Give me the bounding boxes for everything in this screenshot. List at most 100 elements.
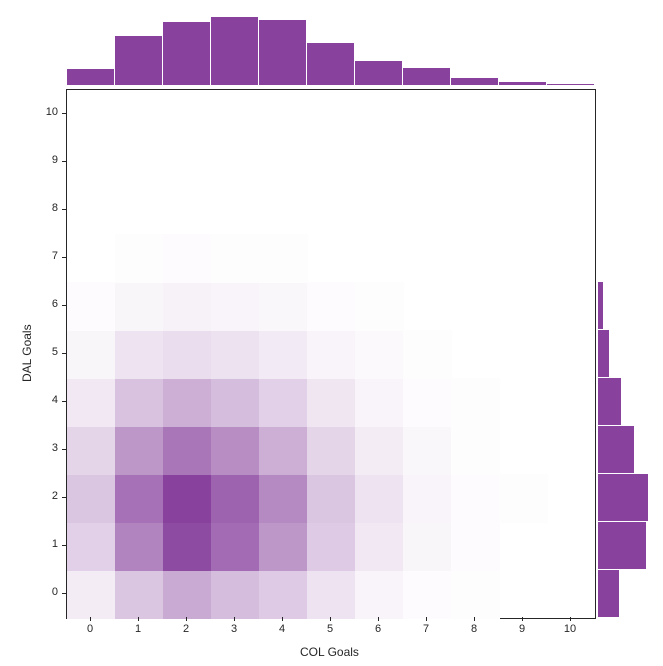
heatmap-cell — [259, 282, 308, 331]
y-axis-label: DAL Goals — [20, 324, 34, 382]
heatmap-cell — [67, 378, 116, 427]
y-tick-label: 8 — [36, 202, 58, 214]
heatmap-cell — [403, 474, 452, 523]
y-tick-mark — [62, 209, 66, 210]
y-tick-label: 7 — [36, 250, 58, 262]
x-tick-label: 9 — [512, 623, 532, 635]
top-hist-bar — [67, 69, 114, 85]
top-histogram — [66, 13, 594, 85]
joint-plot: COL Goals DAL Goals 012345678910 0123456… — [0, 0, 663, 666]
heatmap-cell — [163, 570, 212, 619]
right-hist-bar — [598, 378, 621, 425]
y-tick-label: 5 — [36, 346, 58, 358]
heatmap-cell — [451, 474, 500, 523]
y-tick-mark — [62, 449, 66, 450]
top-hist-bar — [115, 36, 162, 85]
heatmap-cell — [307, 522, 356, 571]
x-tick-mark — [282, 617, 283, 621]
right-hist-bar — [598, 426, 634, 473]
heatmap-cell — [211, 426, 260, 475]
heatmap-cell — [67, 570, 116, 619]
heatmap-cell — [259, 378, 308, 427]
x-axis-label: COL Goals — [300, 645, 359, 659]
heatmap-cell — [115, 474, 164, 523]
heatmap-cell — [163, 426, 212, 475]
top-hist-bar — [547, 84, 594, 85]
heatmap-cell — [259, 426, 308, 475]
heatmap-cell — [355, 522, 404, 571]
heatmap-cell — [355, 330, 404, 379]
heatmap-cell — [163, 330, 212, 379]
heatmap-cell — [163, 282, 212, 331]
right-hist-bar — [598, 330, 609, 377]
y-tick-mark — [62, 401, 66, 402]
heatmap-cell — [211, 378, 260, 427]
y-tick-label: 10 — [36, 106, 58, 118]
x-tick-label: 2 — [176, 623, 196, 635]
heatmap-cell — [115, 282, 164, 331]
heatmap-cell — [259, 330, 308, 379]
y-tick-mark — [62, 497, 66, 498]
heatmap-cell — [67, 474, 116, 523]
y-tick-mark — [62, 593, 66, 594]
heatmap-cell — [211, 570, 260, 619]
heatmap-cell — [403, 330, 452, 379]
heatmap-cell — [451, 522, 500, 571]
heatmap-cell — [307, 330, 356, 379]
heatmap-cell — [211, 282, 260, 331]
heatmap-cell — [307, 570, 356, 619]
x-tick-mark — [234, 617, 235, 621]
y-tick-label: 6 — [36, 298, 58, 310]
heatmap-cell — [67, 522, 116, 571]
x-tick-mark — [378, 617, 379, 621]
heatmap-cell — [259, 234, 308, 283]
y-tick-mark — [62, 305, 66, 306]
heatmap-cell — [211, 330, 260, 379]
heatmap-cell — [211, 522, 260, 571]
top-hist-bar — [259, 20, 306, 85]
heatmap-cell — [499, 474, 548, 523]
right-hist-bar — [598, 474, 648, 521]
x-tick-label: 8 — [464, 623, 484, 635]
top-hist-bar — [211, 17, 258, 85]
y-tick-label: 1 — [36, 538, 58, 550]
heatmap-cell — [115, 522, 164, 571]
heatmap-cell — [259, 570, 308, 619]
y-tick-label: 4 — [36, 394, 58, 406]
heatmap-cell — [211, 474, 260, 523]
heatmap-cell — [259, 522, 308, 571]
top-hist-bar — [355, 61, 402, 85]
heatmap-cell — [163, 234, 212, 283]
heatmap-cell — [355, 282, 404, 331]
heatmap-cell — [67, 330, 116, 379]
y-tick-mark — [62, 257, 66, 258]
right-histogram — [598, 89, 653, 617]
heatmap-cell — [163, 522, 212, 571]
x-tick-label: 7 — [416, 623, 436, 635]
y-tick-mark — [62, 353, 66, 354]
x-tick-mark — [90, 617, 91, 621]
x-tick-label: 0 — [80, 623, 100, 635]
right-hist-bar — [598, 522, 646, 569]
right-hist-bar — [598, 282, 603, 329]
x-tick-label: 3 — [224, 623, 244, 635]
heatmap-cell — [451, 570, 500, 619]
heatmap-cell — [307, 378, 356, 427]
y-tick-label: 2 — [36, 490, 58, 502]
heatmap-cell — [307, 474, 356, 523]
heatmap-cell — [115, 426, 164, 475]
x-tick-label: 10 — [560, 623, 580, 635]
x-tick-label: 5 — [320, 623, 340, 635]
heatmap-cell — [403, 426, 452, 475]
heatmap-cell — [451, 378, 500, 427]
top-hist-bar — [163, 22, 210, 85]
y-tick-label: 0 — [36, 586, 58, 598]
top-hist-bar — [307, 43, 354, 85]
x-tick-mark — [138, 617, 139, 621]
right-hist-bar — [598, 570, 619, 617]
heatmap-cell — [211, 234, 260, 283]
y-tick-mark — [62, 161, 66, 162]
x-tick-label: 6 — [368, 623, 388, 635]
heatmap-plot — [66, 89, 596, 619]
heatmap-cell — [67, 426, 116, 475]
